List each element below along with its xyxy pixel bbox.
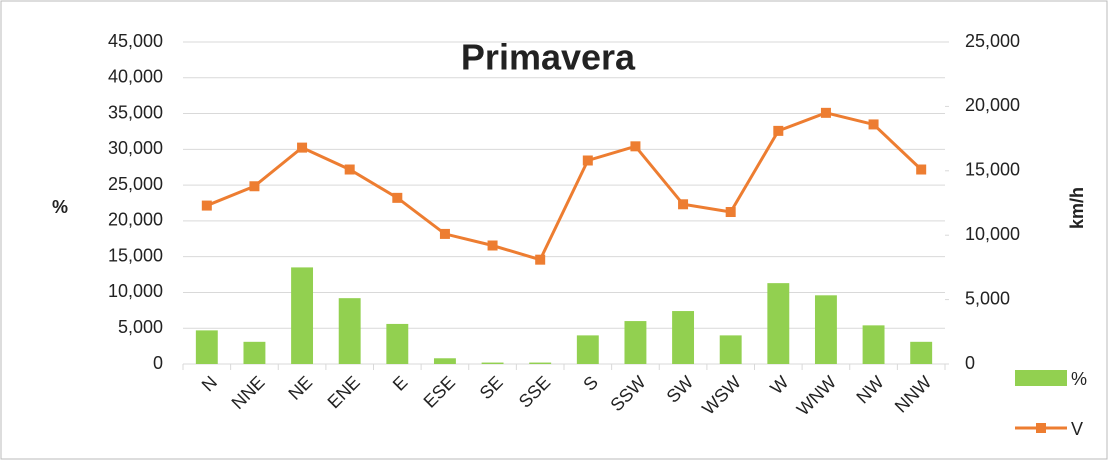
marker (487, 240, 498, 251)
bar (291, 267, 314, 364)
y-axis-title: % (52, 197, 68, 217)
legend-label: V (1071, 419, 1083, 439)
marker (820, 107, 831, 118)
bar (862, 325, 885, 364)
y-tick-label: 10,000 (108, 281, 163, 301)
bar (243, 341, 266, 364)
marker (773, 125, 784, 136)
bar (433, 358, 456, 364)
y2-tick-label: 10,000 (965, 224, 1020, 244)
bar (529, 362, 552, 364)
y-tick-label: 15,000 (108, 245, 163, 265)
marker (725, 207, 736, 218)
y2-axis-title: km/h (1067, 187, 1087, 229)
legend-label: % (1071, 369, 1087, 389)
legend-swatch (1015, 370, 1067, 386)
legend-swatch (1036, 423, 1046, 433)
marker (678, 199, 689, 210)
marker (201, 200, 212, 211)
bar (814, 295, 837, 364)
bar (386, 323, 409, 364)
y-tick-label: 25,000 (108, 174, 163, 194)
y-tick-label: 0 (153, 353, 163, 373)
marker (344, 164, 355, 175)
y-tick-label: 30,000 (108, 138, 163, 158)
bar (338, 298, 361, 364)
y-tick-label: 20,000 (108, 210, 163, 230)
y2-tick-label: 20,000 (965, 95, 1020, 115)
y-tick-label: 35,000 (108, 102, 163, 122)
bar (672, 311, 695, 364)
marker (439, 228, 450, 239)
line (206, 111, 923, 262)
bar (767, 283, 790, 364)
y2-tick-label: 25,000 (965, 31, 1020, 51)
marker (630, 141, 641, 152)
marker (535, 254, 546, 265)
y2-tick-label: 0 (965, 353, 975, 373)
bar (576, 335, 599, 364)
y2-tick-label: 15,000 (965, 160, 1020, 180)
chart-title: Primavera (461, 37, 636, 78)
y-tick-label: 40,000 (108, 67, 163, 87)
y-tick-label: 45,000 (108, 31, 163, 51)
marker (916, 164, 927, 175)
bar (910, 341, 933, 364)
marker (392, 192, 403, 203)
y2-tick-label: 5,000 (965, 288, 1010, 308)
bar (624, 321, 647, 364)
bar (719, 335, 742, 364)
y-tick-label: 5,000 (118, 317, 163, 337)
marker (249, 181, 260, 192)
bar (195, 330, 218, 364)
marker (297, 142, 308, 153)
marker (868, 119, 879, 130)
bar (481, 362, 504, 364)
marker (582, 155, 593, 166)
